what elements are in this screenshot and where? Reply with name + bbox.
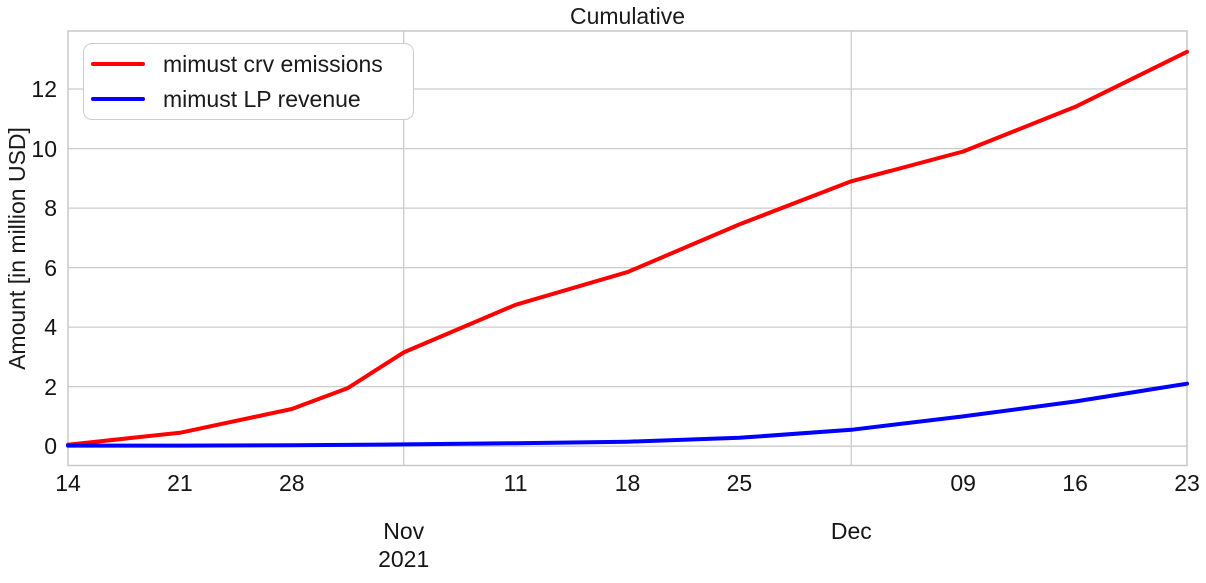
y-tick-label: 10: [31, 135, 57, 162]
y-tick-label: 6: [44, 254, 57, 281]
y-tick-label: 0: [44, 433, 57, 460]
legend: mimust crv emissions mimust LP revenue: [83, 43, 414, 120]
legend-item-lp-revenue: mimust LP revenue: [84, 82, 413, 116]
x-tick-label: 09: [950, 470, 976, 496]
series-line: [66, 49, 1189, 447]
x-axis-month-label: Nov: [383, 518, 425, 544]
y-tick-label: 12: [31, 76, 57, 103]
x-axis-month-label: Dec: [830, 518, 872, 544]
legend-red-line-swatch: [91, 62, 145, 66]
x-tick-label: 14: [55, 470, 81, 496]
chart-title: Cumulative: [569, 3, 686, 29]
x-tick-label: 18: [614, 470, 641, 496]
x-tick-label: 21: [167, 470, 193, 496]
x-tick-label: 25: [726, 470, 753, 496]
x-axis-year-label: 2021: [378, 546, 430, 572]
y-tick-label: 4: [44, 314, 57, 341]
x-tick-label: 28: [279, 470, 305, 496]
y-tick-label: 2: [44, 373, 57, 400]
series-line: [66, 381, 1189, 448]
x-tick-label: 23: [1174, 470, 1200, 496]
legend-item-crv-emissions: mimust crv emissions: [84, 47, 413, 81]
plot-border: [67, 30, 1188, 467]
legend-label-crv-emissions: mimust crv emissions: [163, 50, 383, 77]
x-tick-label: 11: [503, 470, 528, 496]
legend-label-lp-revenue: mimust LP revenue: [163, 85, 361, 112]
x-tick-label: 16: [1062, 470, 1088, 496]
legend-blue-line-swatch: [91, 97, 145, 101]
y-tick-label: 8: [44, 195, 57, 222]
